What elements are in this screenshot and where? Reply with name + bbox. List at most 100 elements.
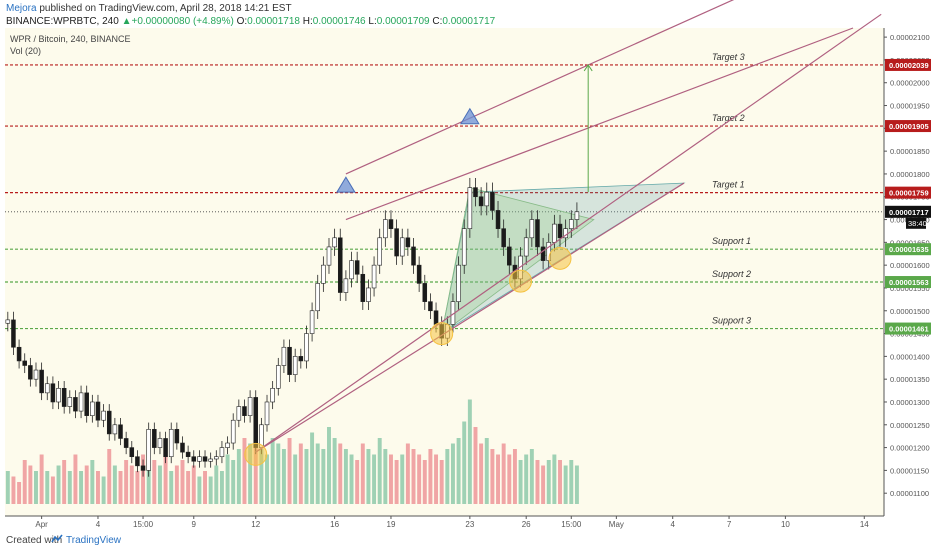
candle-body <box>394 228 399 257</box>
volume-bar <box>225 454 230 504</box>
volume-bar <box>203 471 208 504</box>
candle-body <box>208 458 213 462</box>
candle-body <box>337 237 343 293</box>
candle-body <box>118 424 123 439</box>
candle-body <box>225 442 230 448</box>
candle-body <box>529 219 535 239</box>
volume-bar <box>197 476 202 504</box>
candle-body <box>360 273 366 302</box>
volume-bar <box>400 454 405 504</box>
tradingview-logo-icon <box>51 534 63 543</box>
candle-body <box>304 333 309 362</box>
volume-bar <box>79 471 84 504</box>
level-price-text: 0.00001905 <box>889 122 929 131</box>
level-price-text: 0.00002039 <box>889 61 929 70</box>
volume-bar <box>456 438 461 504</box>
change-value: +0.00000080 (+4.89%) <box>131 16 234 27</box>
candle-body <box>78 392 84 412</box>
volume-bar <box>180 460 185 504</box>
volume-bar <box>186 471 191 504</box>
candle-body <box>343 278 349 293</box>
candle-body <box>44 383 50 394</box>
candle-body <box>298 356 304 362</box>
candle-body <box>523 237 529 257</box>
candle-body <box>61 387 67 407</box>
volume-bar <box>84 465 89 504</box>
volume-bar <box>11 476 16 504</box>
volume-bar <box>496 454 501 504</box>
support-circle-marker <box>244 442 268 466</box>
volume-bar <box>135 471 140 504</box>
volume-bar <box>22 460 27 504</box>
price-chart[interactable]: WPR / Bitcoin, 240, BINANCE Vol (20) 0.000… <box>0 0 932 530</box>
price-tick-label: 0.00001600 <box>890 261 930 270</box>
volume-bar <box>310 432 315 504</box>
volume-bar <box>298 443 303 504</box>
candle-body <box>574 211 580 220</box>
price-tick-label: 0.00001800 <box>890 170 930 179</box>
volume-bar <box>45 471 50 504</box>
volume-bar <box>529 449 534 504</box>
volume-bar <box>360 443 365 504</box>
volume-bar <box>343 449 348 504</box>
volume-bar <box>563 465 568 504</box>
candle-body <box>202 456 208 462</box>
level-label: Target 3 <box>712 52 745 62</box>
candle-body <box>163 438 168 458</box>
volume-bar <box>95 471 100 504</box>
candle-body <box>433 310 439 325</box>
close-value: 0.00001717 <box>442 16 496 27</box>
candle-body <box>309 310 315 334</box>
channel-upper-outer-line <box>345 0 735 175</box>
price-tick-label: 0.00001100 <box>890 489 929 498</box>
price-tick-label: 0.00001650 <box>890 238 930 247</box>
candle-body <box>495 210 501 229</box>
level-price-badge <box>885 322 931 335</box>
volume-bar <box>445 449 450 504</box>
volume-bar <box>214 465 219 504</box>
created-with-text: Created with <box>6 535 63 546</box>
candle-body <box>33 369 39 380</box>
volume-bar <box>524 454 529 504</box>
price-tick-label: 0.00001550 <box>890 284 930 293</box>
candle-body <box>478 196 484 207</box>
countdown-text: 38:40 <box>908 219 927 228</box>
level-label: Support 3 <box>712 316 751 326</box>
candle-body <box>106 410 112 435</box>
candle-body <box>315 283 320 312</box>
support-circle-marker <box>509 269 533 293</box>
candle-body <box>270 387 275 403</box>
candle-body <box>214 456 219 460</box>
candle-body <box>73 397 78 412</box>
price-tick-label: 0.00001350 <box>890 375 930 384</box>
volume-bar <box>541 465 546 504</box>
candle-body <box>456 264 461 302</box>
volume-bar <box>518 460 523 504</box>
candle-body <box>101 410 106 421</box>
level-price-badge <box>885 120 931 133</box>
volume-bar <box>17 482 22 504</box>
tradingview-brand-link[interactable]: TradingView <box>66 535 122 546</box>
open-label: O: <box>236 16 248 27</box>
volume-bar <box>50 476 55 504</box>
volume-bar <box>56 465 61 504</box>
candle-body <box>5 319 11 324</box>
level-price-text: 0.00001635 <box>889 245 929 254</box>
volume-bar <box>349 454 354 504</box>
level-price-badge <box>885 58 931 71</box>
candle-body <box>484 191 490 207</box>
volume-bar <box>28 465 33 504</box>
candle-body <box>11 319 16 348</box>
channel-lower-extension-line <box>255 13 882 453</box>
time-tick-label: 12 <box>251 520 260 529</box>
author-link[interactable]: Mejora <box>6 3 37 14</box>
candle-body <box>411 246 416 266</box>
volume-bar <box>473 427 478 504</box>
price-tick-label: 0.00001500 <box>890 307 930 316</box>
volume-bar <box>219 471 224 504</box>
volume-bar <box>270 438 275 504</box>
current-price-text: 0.00001717 <box>889 208 929 217</box>
time-tick-label: 23 <box>465 520 474 529</box>
price-tick-label: 0.00002000 <box>890 79 930 88</box>
volume-bar <box>388 454 393 504</box>
